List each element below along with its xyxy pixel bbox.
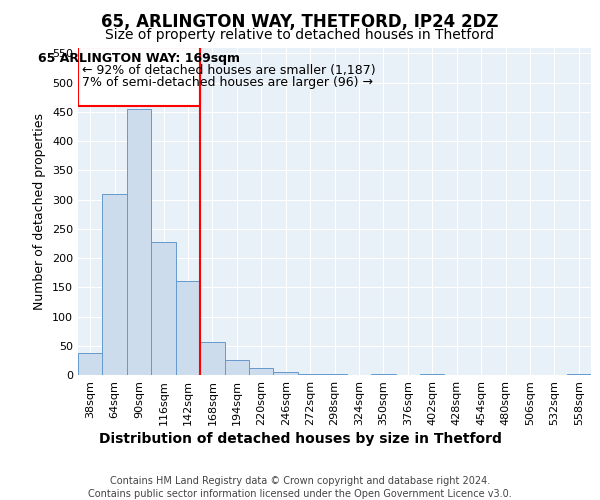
Text: Contains public sector information licensed under the Open Government Licence v3: Contains public sector information licen… [88, 489, 512, 499]
Y-axis label: Number of detached properties: Number of detached properties [34, 113, 46, 310]
Bar [151, 242, 176, 375]
Text: Size of property relative to detached houses in Thetford: Size of property relative to detached ho… [106, 28, 494, 42]
Text: 7% of semi-detached houses are larger (96) →: 7% of semi-detached houses are larger (9… [82, 76, 373, 88]
Bar [176, 282, 200, 375]
Bar [127, 109, 151, 375]
Bar [78, 48, 200, 106]
Bar [420, 374, 445, 375]
Bar [200, 342, 224, 375]
Text: 65, ARLINGTON WAY, THETFORD, IP24 2DZ: 65, ARLINGTON WAY, THETFORD, IP24 2DZ [101, 12, 499, 30]
Bar [249, 368, 274, 375]
Bar [103, 194, 127, 375]
Bar [566, 374, 591, 375]
Bar [298, 374, 322, 375]
Bar [274, 372, 298, 375]
Bar [224, 360, 249, 375]
Bar [322, 374, 347, 375]
Text: Distribution of detached houses by size in Thetford: Distribution of detached houses by size … [98, 432, 502, 446]
Text: ← 92% of detached houses are smaller (1,187): ← 92% of detached houses are smaller (1,… [82, 64, 375, 77]
Text: 65 ARLINGTON WAY: 169sqm: 65 ARLINGTON WAY: 169sqm [38, 52, 240, 65]
Bar [371, 374, 395, 375]
Text: Contains HM Land Registry data © Crown copyright and database right 2024.: Contains HM Land Registry data © Crown c… [110, 476, 490, 486]
Bar [78, 354, 103, 375]
